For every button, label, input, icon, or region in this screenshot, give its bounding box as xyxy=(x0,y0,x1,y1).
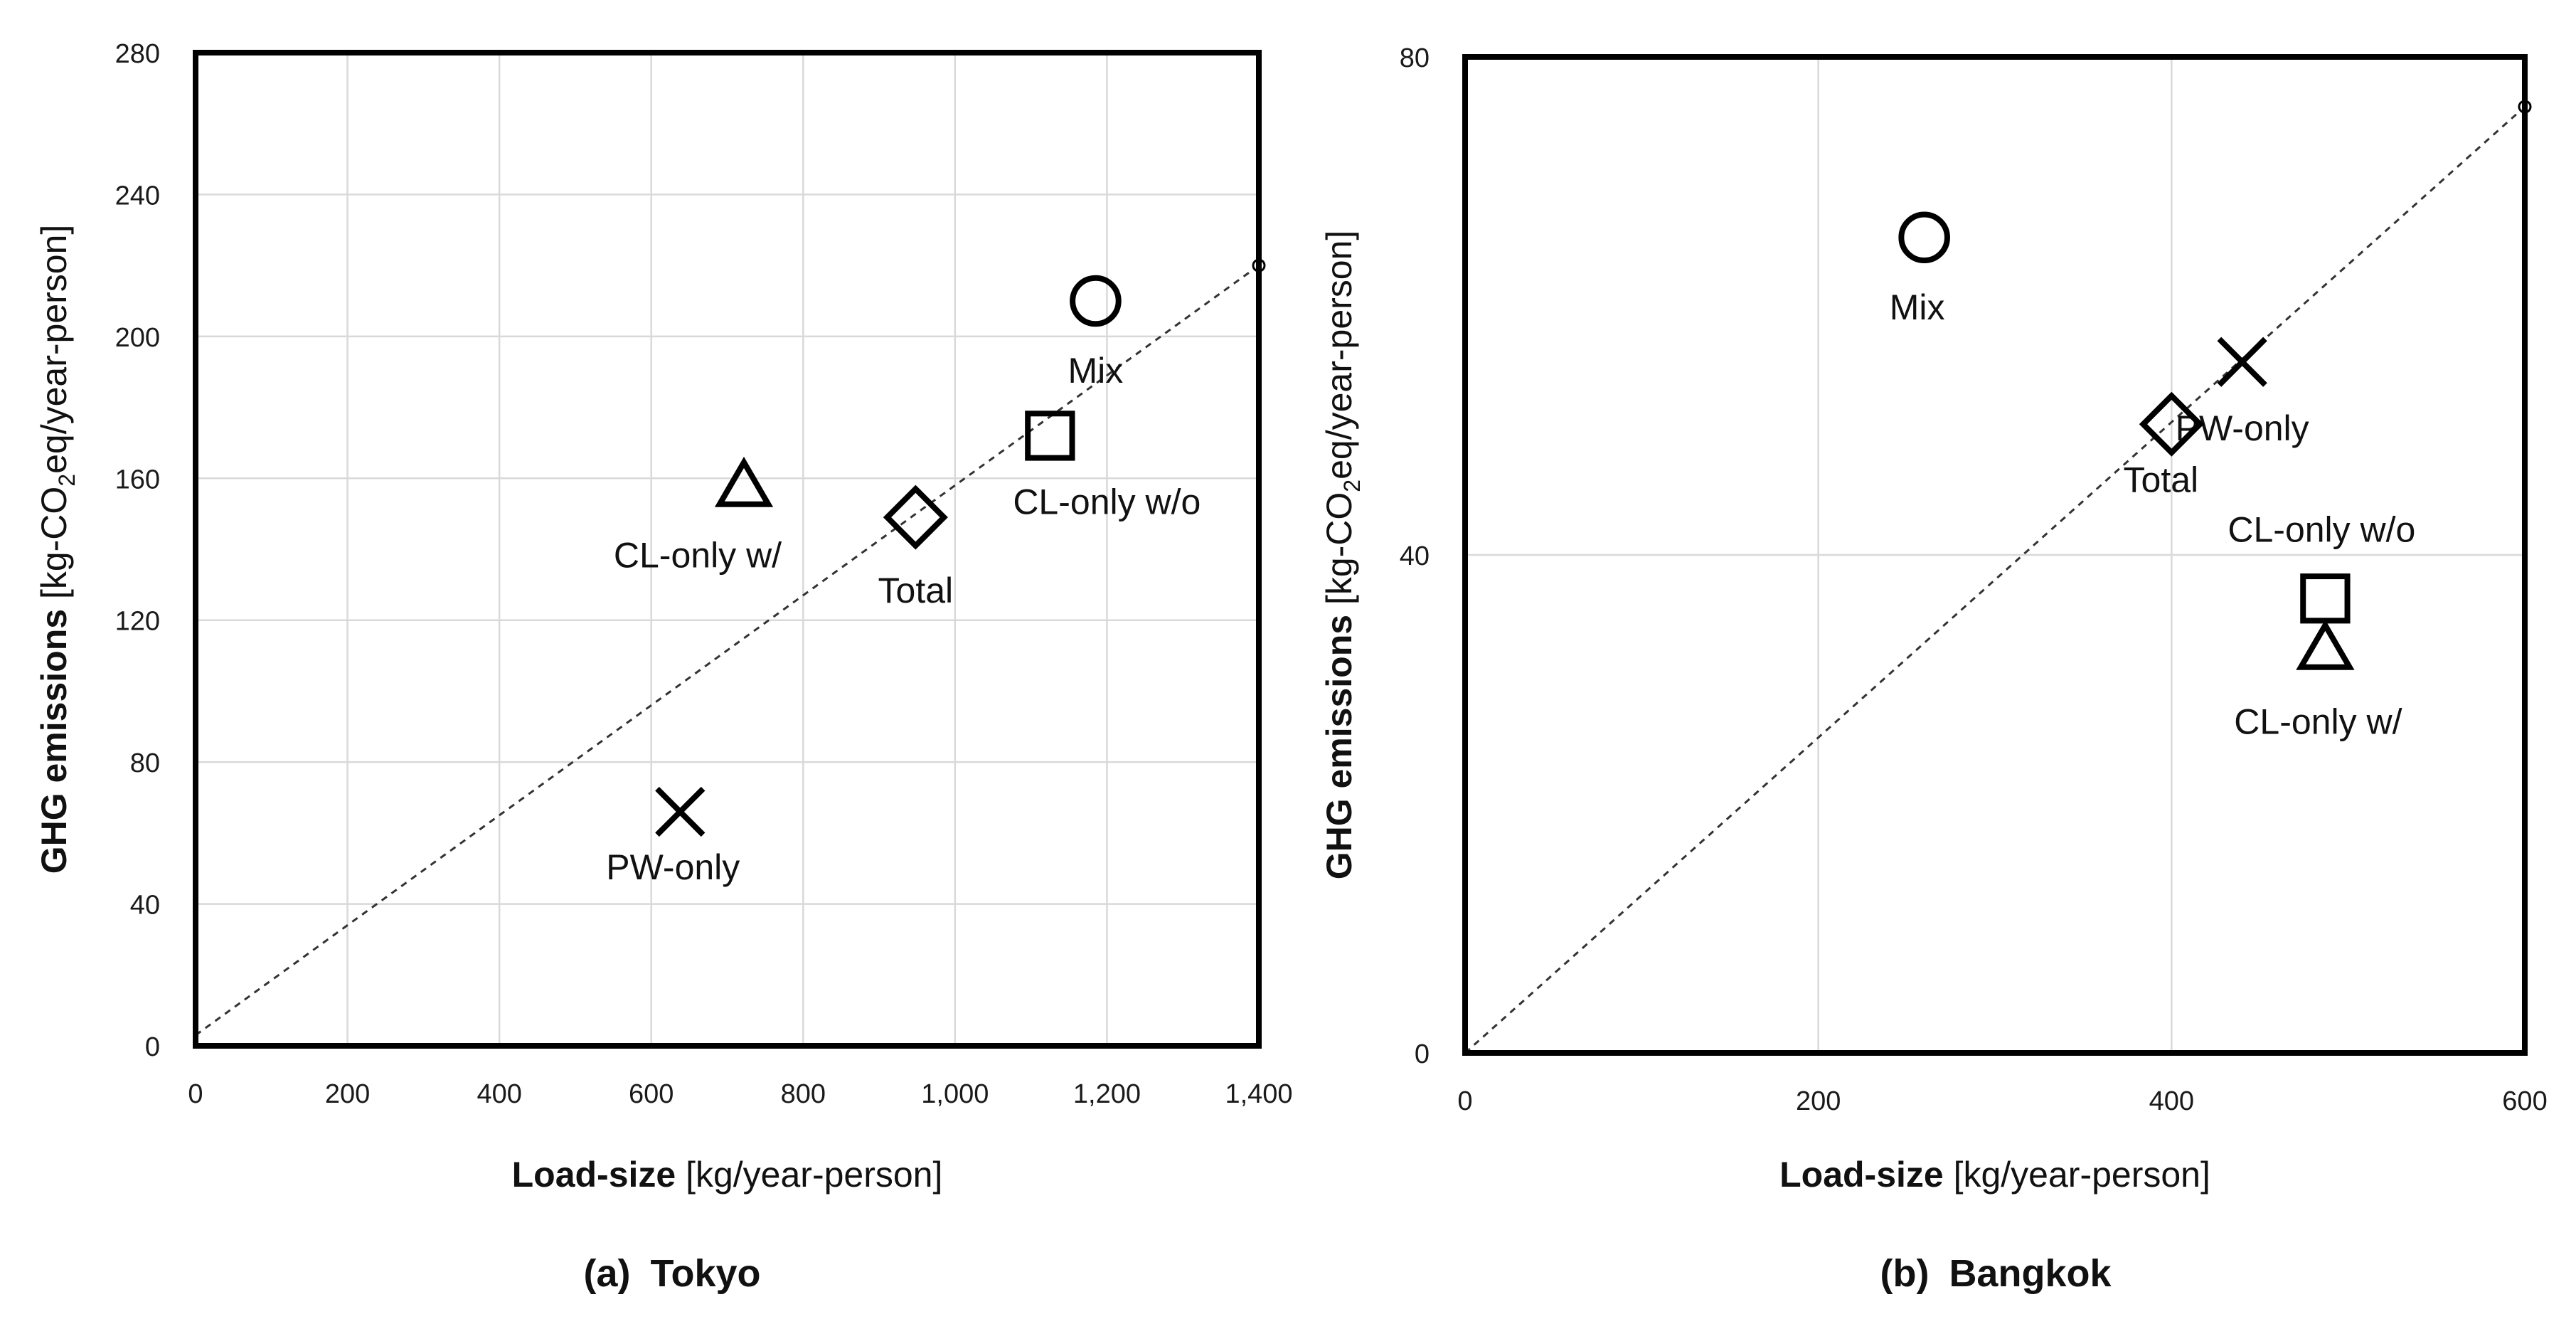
plot-frame xyxy=(193,50,1262,1049)
point-total-diamond xyxy=(883,484,948,550)
y-axis-label-bold: GHG emissions xyxy=(34,609,74,874)
y-axis-label-subscript: 2 xyxy=(1339,480,1365,492)
x-tick-label: 1,000 xyxy=(921,1079,989,1109)
y-tick-label: 40 xyxy=(1400,541,1430,571)
point-label-mix: Mix xyxy=(1890,287,1945,327)
point-label-cl-only-w-o: CL-only w/o xyxy=(1013,482,1201,521)
point-label-cl-only-w: CL-only w/ xyxy=(614,535,782,575)
point-label-cl-only-w-o: CL-only w/o xyxy=(2228,509,2415,549)
reference-line xyxy=(195,264,1260,1037)
x-axis-label-bold: Load-size xyxy=(1779,1155,1944,1195)
x-axis-label-bold: Load-size xyxy=(512,1155,676,1195)
point-mix-circle xyxy=(1898,211,1950,264)
point-total-diamond xyxy=(2139,391,2204,457)
y-tick-label: 80 xyxy=(130,748,160,778)
y-axis-label-subscript: 2 xyxy=(54,474,80,487)
panel-caption-city: Tokyo xyxy=(650,1252,760,1295)
point-label-cl-only-w: CL-only w/ xyxy=(2234,701,2402,741)
chart-panel-bangkok: 0 200 400 600 0 40 80 Load-size [kg/year-person… xyxy=(1319,43,2548,1295)
y-tick-label: 200 xyxy=(115,323,160,353)
y-tick-label: 240 xyxy=(115,181,160,211)
x-tick-label: 0 xyxy=(188,1079,203,1109)
panel-caption: (a) Tokyo xyxy=(583,1252,760,1295)
point-cl-only-w-triangle xyxy=(2296,619,2355,670)
point-mix-circle xyxy=(1070,275,1122,327)
panel-caption: (b) Bangkok xyxy=(1880,1252,2112,1295)
x-tick-label: 400 xyxy=(2149,1086,2194,1116)
y-axis-label-units-end: eq/year-person] xyxy=(34,225,74,474)
y-tick-label: 120 xyxy=(115,607,160,637)
x-tick-label: 600 xyxy=(2502,1086,2547,1116)
x-tick-label: 400 xyxy=(477,1079,521,1109)
x-tick-label: 200 xyxy=(1796,1086,1841,1116)
plot-frame xyxy=(1462,54,2528,1056)
y-axis-label: GHG emissions [kg-CO2eq/year-person] xyxy=(1319,231,1365,880)
y-tick-label: 0 xyxy=(1415,1039,1430,1069)
x-tick-label: 0 xyxy=(1457,1086,1472,1116)
y-tick-label: 280 xyxy=(115,39,160,69)
x-axis-label-units: [kg/year-person] xyxy=(676,1155,942,1195)
point-label-total: Total xyxy=(2124,460,2199,499)
x-axis-label: Load-size [kg/year-person] xyxy=(1779,1155,2210,1195)
point-label-pw-only: PW-only xyxy=(606,847,740,887)
x-tick-label: 1,200 xyxy=(1073,1079,1141,1109)
y-tick-label: 80 xyxy=(1400,43,1430,73)
x-axis-label-units: [kg/year-person] xyxy=(1944,1155,2210,1195)
panel-caption-letter: (b) xyxy=(1880,1252,1929,1295)
y-tick-label: 40 xyxy=(130,891,160,921)
chart-panel-tokyo: 0 200 400 600 800 1,000 1,200 1,400 0 40 80 120 160 2… xyxy=(34,39,1293,1295)
point-cl-only-w-o-square xyxy=(1025,411,1075,461)
x-tick-label: 200 xyxy=(325,1079,370,1109)
point-label-total: Total xyxy=(878,571,954,610)
point-cl-only-w-o-square xyxy=(2300,573,2351,624)
y-axis-label-bold: GHG emissions xyxy=(1319,615,1359,879)
y-tick-label: 0 xyxy=(145,1032,160,1062)
x-axis-label: Load-size [kg/year-person] xyxy=(512,1155,943,1195)
point-cl-only-w-triangle xyxy=(714,456,774,507)
panel-caption-letter: (a) xyxy=(583,1252,630,1295)
point-pw-only-cross xyxy=(655,786,706,837)
y-axis-label: GHG emissions [kg-CO2eq/year-person] xyxy=(34,225,80,874)
y-axis-label-units-end: eq/year-person] xyxy=(1319,231,1359,480)
panel-caption-city: Bangkok xyxy=(1949,1252,2112,1295)
reference-line xyxy=(1464,105,2526,1054)
point-label-mix: Mix xyxy=(1068,351,1124,391)
point-pw-only-cross xyxy=(2217,337,2267,387)
x-tick-label: 800 xyxy=(781,1079,826,1109)
y-tick-label: 160 xyxy=(115,465,160,494)
x-tick-label: 600 xyxy=(629,1079,674,1109)
y-axis-label-units-start: [kg-CO xyxy=(34,487,74,609)
y-axis-label-units-start: [kg-CO xyxy=(1319,492,1359,615)
x-tick-label: 1,400 xyxy=(1225,1079,1292,1109)
